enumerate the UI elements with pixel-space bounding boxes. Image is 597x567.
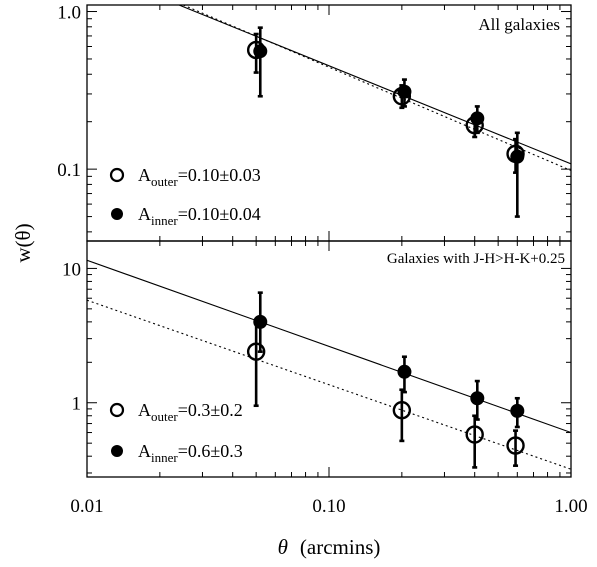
bottom-legend: Aouter=0.3±0.2 Ainner=0.6±0.3 [109,400,243,465]
legend-symbol: A [138,165,151,185]
top-fit-lines [178,5,571,172]
legend-open-circle-marker [109,167,125,183]
outer-data-point [392,400,412,420]
top-panel: All galaxies Aouter=0.10±0.03 Ainner=0.1… [86,5,571,241]
x-tick-label: 1.00 [554,496,587,517]
inner-data-point [253,314,268,329]
bottom-axis-ticks [86,241,571,477]
x-tick-labels: 0.01 0.10 1.00 [70,496,587,517]
bottom-fit-lines [87,259,571,470]
legend-open-circle-marker [109,402,125,418]
bottom-panel-frame [86,240,572,478]
legend-subscript: outer [151,409,178,424]
legend-outer-label: Aouter=0.10±0.03 [138,165,261,189]
inner-fit-line [87,259,571,434]
legend-symbol: A [138,204,151,224]
outer-fit-line [87,299,571,470]
inner-data-point [510,403,525,418]
top-data-points [246,26,525,218]
y-tick-label: 0.1 [57,160,81,181]
legend-value: =0.10±0.03 [178,165,261,185]
legend-value: =0.10±0.04 [178,204,261,224]
legend-subscript: outer [151,174,178,189]
top-panel-title: All galaxies [478,15,560,34]
legend-subscript: inner [151,450,178,465]
x-tick-label: 0.01 [70,496,103,517]
legend-value: =0.3±0.2 [178,400,243,420]
legend-symbol: A [138,400,151,420]
x-axis-symbol: θ [278,535,288,559]
legend-symbol: A [138,441,151,461]
inner-data-point [470,391,485,406]
y-axis-label: w(θ) [11,223,35,262]
legend-filled-circle-marker [111,208,123,220]
legend-inner-label: Ainner=0.10±0.04 [138,204,261,228]
outer-data-point [506,436,525,455]
inner-data-point [253,44,268,59]
inner-fit-line [178,5,571,165]
inner-data-point [510,149,525,164]
outer-data-point [246,342,266,361]
y-tick-label: 1 [72,394,82,415]
top-legend: Aouter=0.10±0.03 Ainner=0.10±0.04 [109,165,261,228]
legend-value: =0.6±0.3 [178,441,243,461]
inner-data-point [470,111,485,126]
bottom-panel-title: Galaxies with J-H>H-K+0.25 [387,251,565,267]
legend-subscript: inner [151,213,178,228]
top-panel-frame [86,4,572,242]
bottom-data-points [246,291,525,469]
outer-data-point [465,425,484,444]
legend-filled-circle-marker [111,445,123,457]
legend-outer-label: Aouter=0.3±0.2 [138,400,243,424]
x-axis-unit: (arcmins) [300,535,380,559]
y-tick-label: 10 [62,259,81,280]
top-axis-ticks [86,5,571,241]
inner-data-point [397,364,412,379]
inner-data-point [397,84,412,99]
y-tick-labels: 0.1 1.0 1 10 [57,3,81,415]
legend-inner-label: Ainner=0.6±0.3 [138,441,243,465]
bottom-panel: Galaxies with J-H>H-K+0.25 Aouter=0.3±0.… [86,241,571,477]
y-tick-label: 1.0 [57,3,81,24]
x-axis-label: θ (arcmins) [278,535,381,559]
x-tick-label: 0.10 [312,496,345,517]
